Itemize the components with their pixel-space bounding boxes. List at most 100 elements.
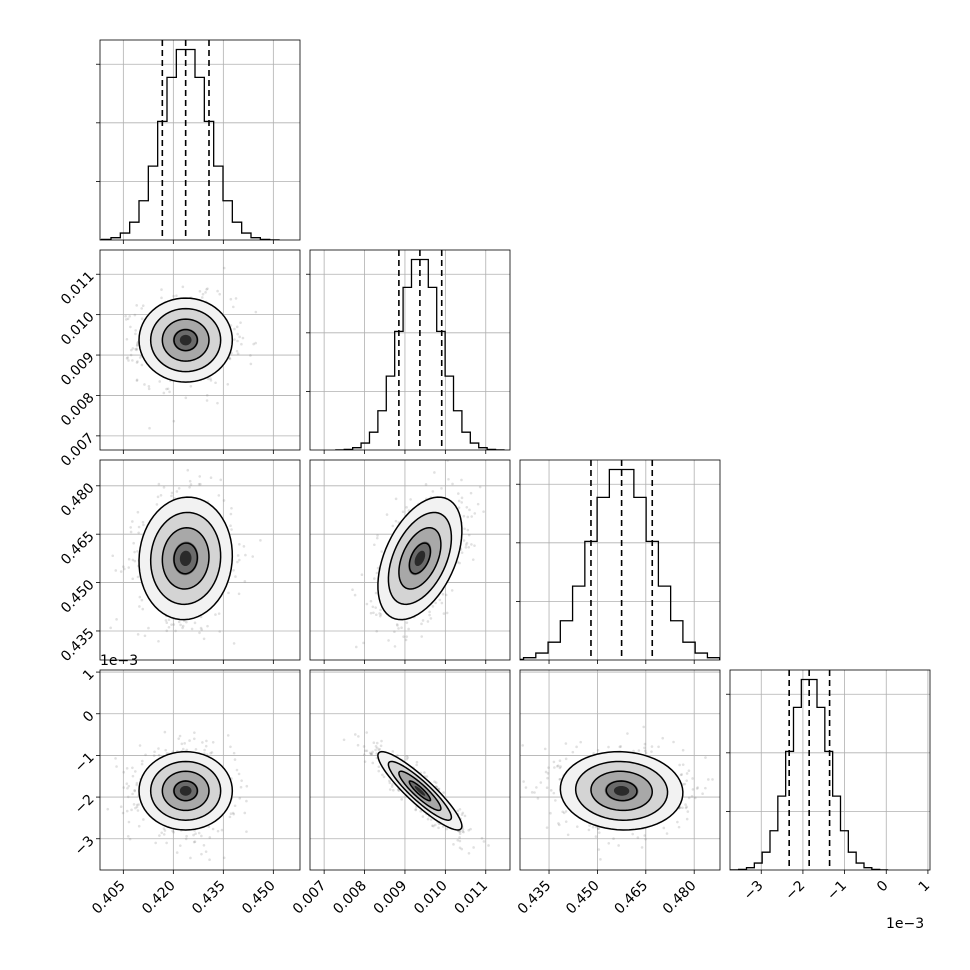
scatter-point <box>549 789 553 792</box>
scatter-point <box>362 753 366 757</box>
scatter-point <box>691 777 694 780</box>
scatter-point <box>414 807 418 811</box>
scatter-point <box>415 760 419 764</box>
scatter-point <box>141 607 145 611</box>
x-tick-label: 0.010 <box>411 878 451 918</box>
scatter-point <box>566 833 570 837</box>
scatter-point <box>197 831 201 835</box>
scatter-point <box>701 792 704 796</box>
panel-2-1 <box>309 459 511 664</box>
scatter-point <box>434 601 437 605</box>
scatter-point <box>404 638 408 642</box>
density-level <box>414 785 426 796</box>
scatter-point <box>245 784 249 788</box>
scatter-point <box>372 741 376 745</box>
contour-line <box>138 297 234 383</box>
y-tick-label: −1 <box>72 750 98 776</box>
scatter-point <box>433 823 437 827</box>
scatter-point <box>129 325 132 329</box>
scatter-point <box>188 485 191 489</box>
panel-3-1: 0.007 0.008 0.009 0.010 0.011 <box>290 669 511 918</box>
scatter-point <box>136 575 140 579</box>
scatter-point <box>206 624 209 628</box>
scatter-point <box>199 626 203 630</box>
scatter-point <box>558 766 562 770</box>
scatter-point <box>571 750 575 754</box>
x-tick-label: 0.450 <box>239 878 279 918</box>
scatter-point <box>157 747 160 750</box>
scatter-point <box>138 595 142 599</box>
scatter-point <box>612 837 615 841</box>
scatter-point <box>704 786 707 790</box>
scatter-point <box>401 510 405 514</box>
scatter-point <box>470 515 473 518</box>
scatter-point <box>198 289 202 293</box>
scatter-point <box>396 624 399 627</box>
y-tick-label: 0.007 <box>58 430 98 470</box>
scatter-point <box>452 843 455 846</box>
scatter-point <box>232 642 236 645</box>
scatter-point <box>135 347 139 351</box>
scatter-point <box>153 750 156 754</box>
scatter-point <box>185 834 188 838</box>
scatter-point <box>420 622 423 626</box>
panel-frame <box>729 669 931 871</box>
scatter-point <box>530 791 534 794</box>
scatter-point <box>471 558 475 561</box>
x-tick-label: 0.420 <box>139 878 179 918</box>
scatter-point <box>470 543 473 546</box>
contour-line <box>138 750 234 831</box>
scatter-point <box>353 733 357 736</box>
scatter-point <box>242 545 246 548</box>
scatter-point <box>643 834 647 837</box>
scatter-point <box>442 791 445 794</box>
scatter-point <box>545 826 549 829</box>
scatter-point <box>466 515 470 519</box>
scatter-point <box>396 754 399 757</box>
scatter-point <box>457 499 461 503</box>
scatter-point <box>421 619 425 622</box>
scatter-point <box>205 399 209 402</box>
scatter-point <box>428 613 431 617</box>
scatter-point <box>369 611 373 615</box>
scatter-point <box>687 769 691 773</box>
scatter-point <box>126 786 129 790</box>
scatter-point <box>119 570 123 573</box>
scatter-point <box>162 827 166 830</box>
scatter-point <box>136 343 139 346</box>
scatter-point <box>185 620 188 624</box>
contour-line <box>149 511 222 606</box>
scatter-point <box>134 770 137 773</box>
scatter-point <box>431 490 435 493</box>
scatter-point <box>206 287 209 290</box>
scatter-point <box>414 808 417 812</box>
scatter-point <box>575 745 578 749</box>
scatter-point <box>200 628 204 632</box>
scatter-point <box>177 486 181 490</box>
scatter-point <box>209 377 212 380</box>
scatter-point <box>135 361 139 364</box>
scatter-point <box>241 336 245 340</box>
scatter-point <box>562 811 566 815</box>
scatter-point <box>126 317 130 321</box>
scatter-point <box>467 828 471 832</box>
scatter-point <box>375 741 379 745</box>
scatter-point <box>200 852 203 856</box>
scatter-point <box>230 506 233 510</box>
scatter-point <box>463 814 467 818</box>
scatter-point <box>131 766 134 770</box>
scatter-point <box>165 387 168 391</box>
scatter-point <box>193 840 197 844</box>
scatter-point <box>626 732 629 735</box>
scatter-point <box>379 744 383 748</box>
scatter-point <box>363 749 367 753</box>
scatter-point <box>377 765 381 769</box>
scatter-point <box>564 810 568 813</box>
scatter-point <box>587 828 591 832</box>
scatter-point <box>137 803 140 806</box>
scatter-point <box>555 764 559 768</box>
scatter-point <box>375 746 379 750</box>
scatter-point <box>206 377 210 381</box>
scatter-point <box>458 561 461 565</box>
scatter-point <box>140 363 144 367</box>
